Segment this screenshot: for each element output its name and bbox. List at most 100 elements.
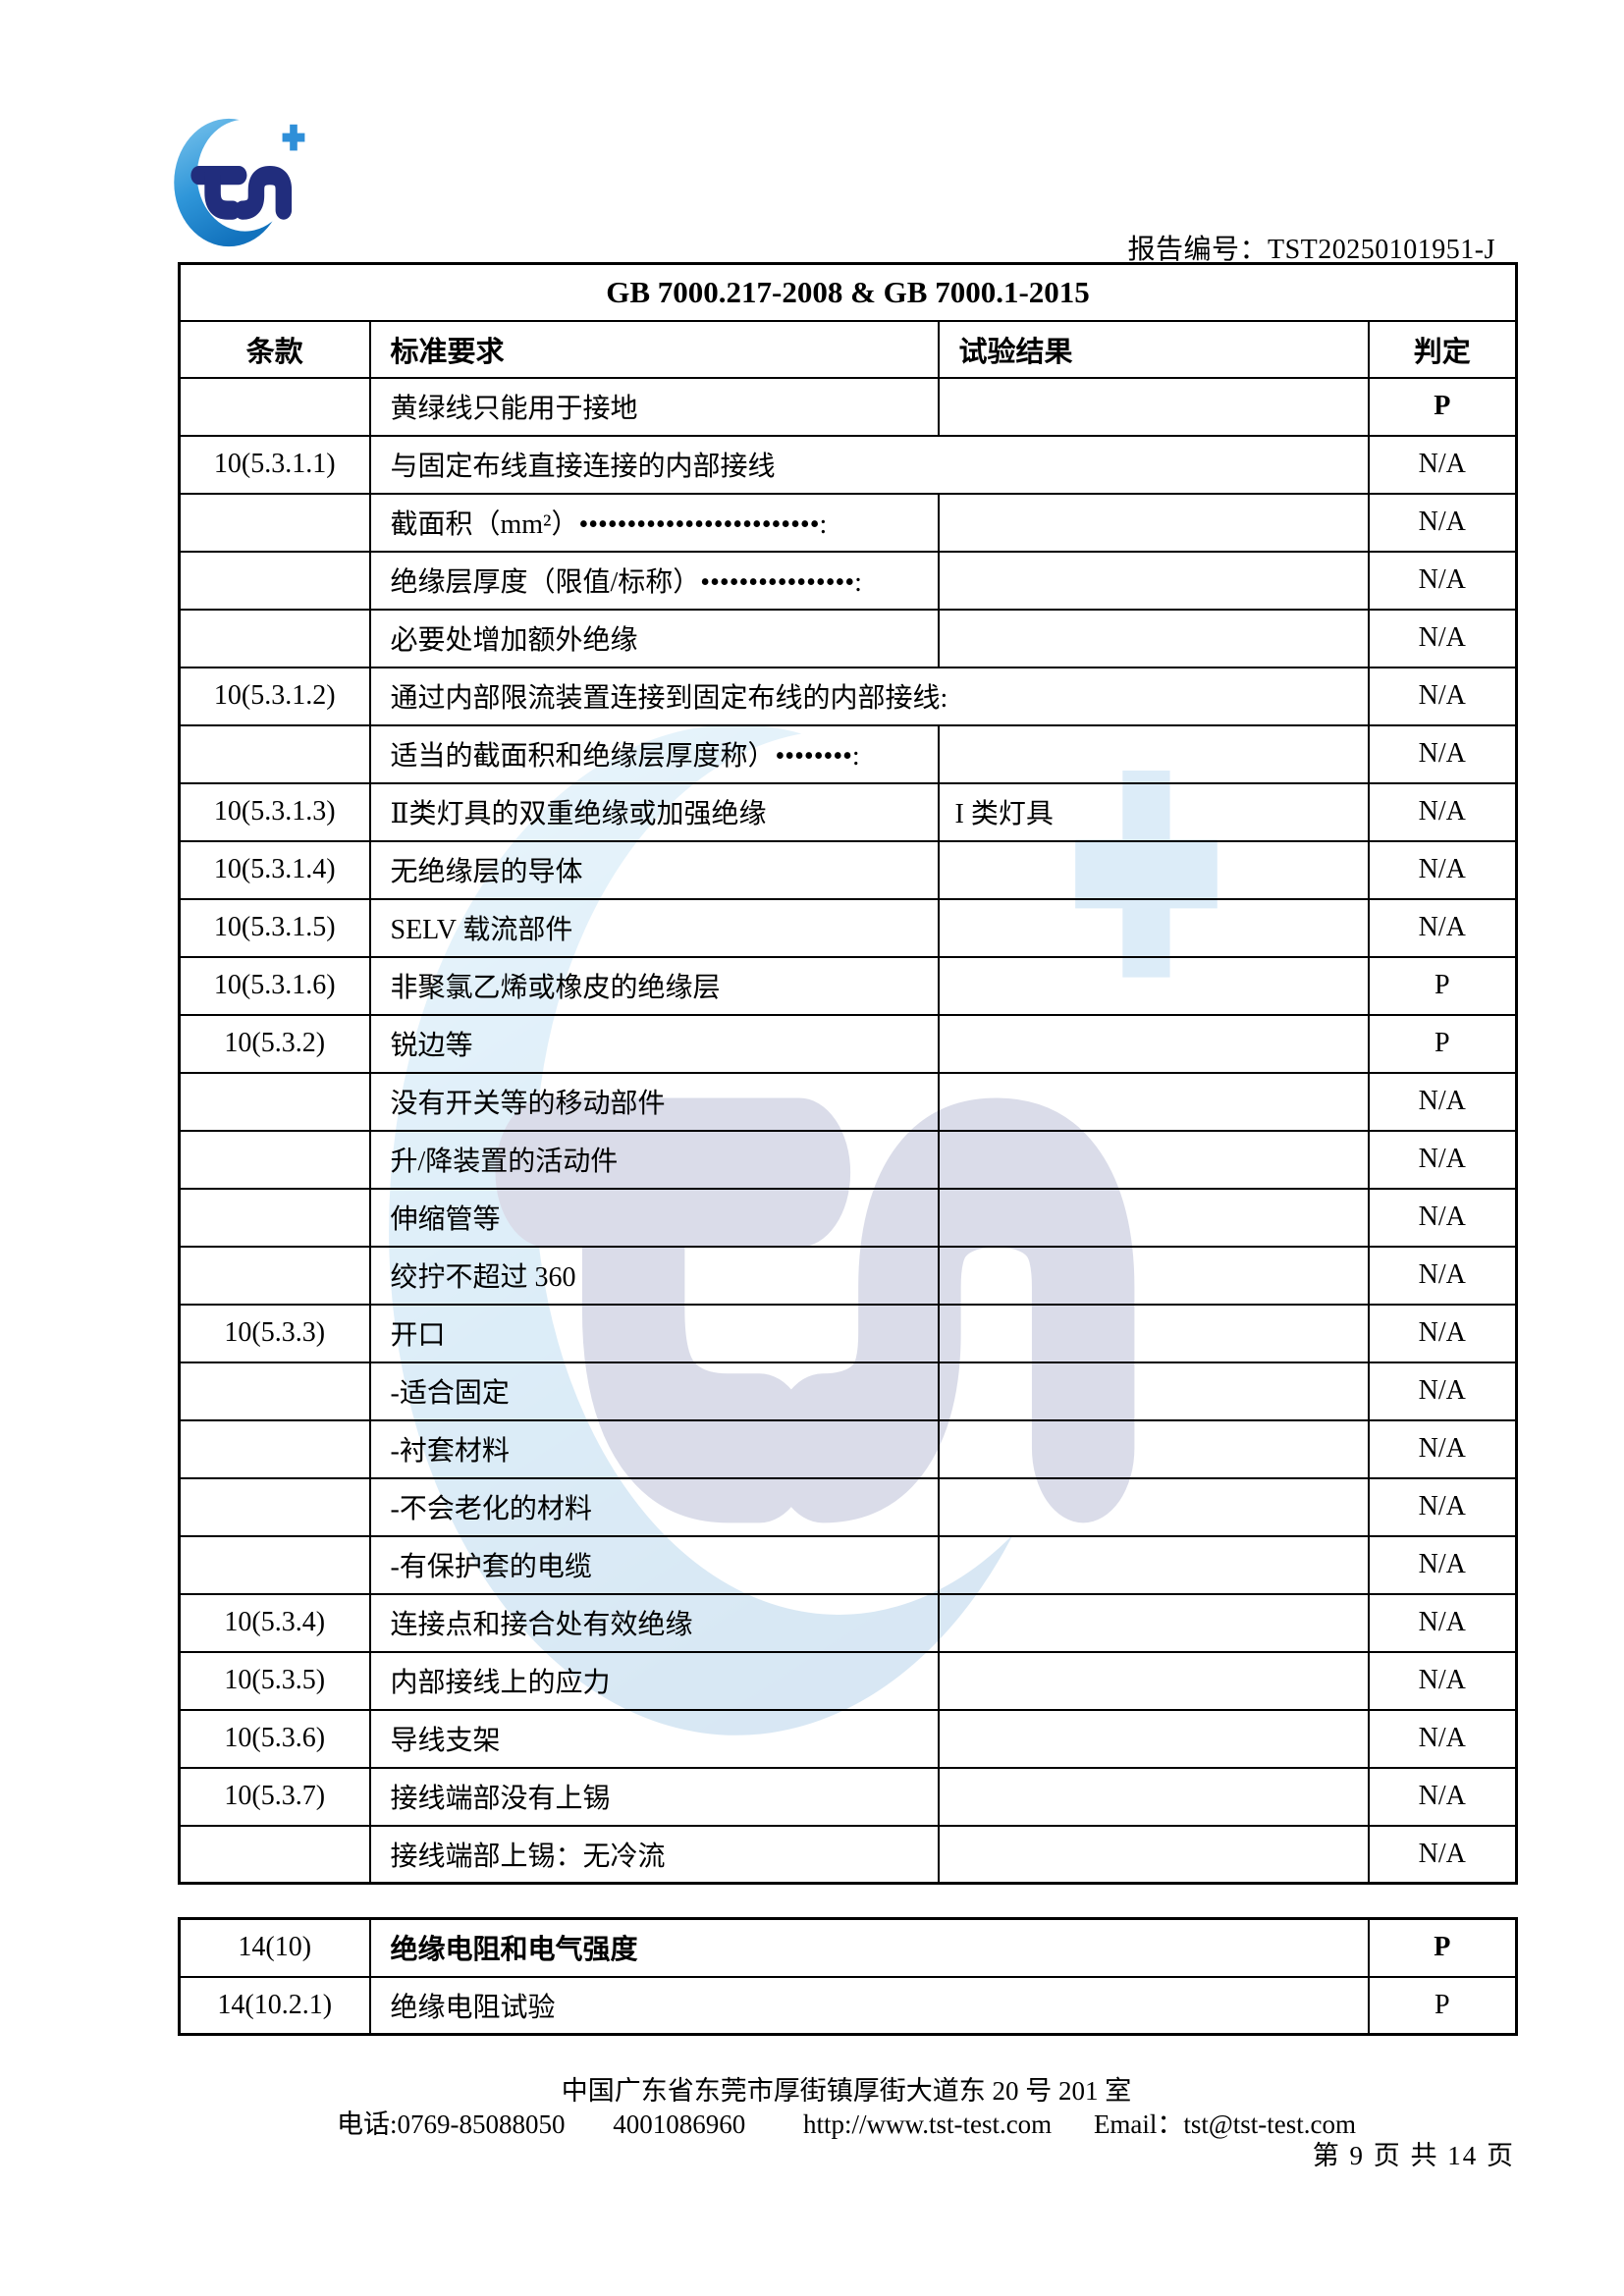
requirement-cell: 升/降装置的活动件 [368,1129,940,1190]
requirement-cell: 内部接线上的应力 [368,1650,940,1711]
requirement-cell: 绝缘电阻试验 [368,1975,1370,2036]
requirement-cell: 导线支架 [368,1708,940,1769]
clause-cell [178,1534,371,1595]
clause-cell [178,1361,371,1421]
table-row: 10(5.3.1.3) Ⅱ类灯具的双重绝缘或加强绝缘 I 类灯具 N/A [178,781,1518,842]
table-row: 升/降装置的活动件 N/A [178,1129,1518,1190]
standard-title: GB 7000.217-2008 & GB 7000.1-2015 [178,262,1518,322]
verdict-cell: N/A [1367,1187,1518,1248]
requirement-cell: 开口 [368,1303,940,1363]
table-row: 黄绿线只能用于接地 P [178,376,1518,437]
verdict-cell: N/A [1367,1071,1518,1132]
table-row: 绝缘层厚度（限值/标称）••••••••••••••••: N/A [178,550,1518,611]
test-results-table: GB 7000.217-2008 & GB 7000.1-2015 条款 标准要… [178,262,1518,1885]
result-cell [937,1476,1370,1537]
footer-email: Email：tst@tst-test.com [1093,2109,1357,2139]
requirement-cell: -不会老化的材料 [368,1476,940,1537]
requirement-cell: 没有开关等的移动部件 [368,1071,940,1132]
clause-cell: 10(5.3.6) [178,1708,371,1769]
requirement-cell: 绝缘电阻和电气强度 [368,1917,1370,1978]
verdict-cell: N/A [1367,723,1518,784]
table-row: 截面积（mm²）•••••••••••••••••••••••••: N/A [178,492,1518,553]
requirement-cell: 绞拧不超过 360 [368,1245,940,1306]
verdict-cell: N/A [1367,1303,1518,1363]
requirement-cell: 接线端部没有上锡 [368,1766,940,1827]
verdict-cell: N/A [1367,897,1518,958]
result-cell [937,955,1370,1016]
table-row: -有保护套的电缆 N/A [178,1534,1518,1595]
result-cell [937,1361,1370,1421]
table-row: 10(5.3.3) 开口 N/A [178,1303,1518,1363]
requirement-cell: 截面积（mm²）•••••••••••••••••••••••••: [368,492,940,553]
requirement-cell: 必要处增加额外绝缘 [368,608,940,668]
table-row: 10(5.3.1.1) 与固定布线直接连接的内部接线 N/A [178,434,1518,495]
clause-cell [178,1071,371,1132]
col-header-result: 试验结果 [937,319,1370,379]
footer-contacts: 电话:0769-85088050 4001086960 http://www.t… [178,2103,1515,2141]
clause-cell: 10(5.3.3) [178,1303,371,1363]
verdict-cell: P [1367,955,1518,1016]
requirement-cell: -衬套材料 [368,1418,940,1479]
clause-cell: 10(5.3.1.6) [178,955,371,1016]
clause-cell: 10(5.3.1.3) [178,781,371,842]
verdict-cell: N/A [1367,666,1518,726]
verdict-cell: N/A [1367,608,1518,668]
clause-cell [178,376,371,437]
clause-cell [178,723,371,784]
verdict-cell: N/A [1367,1476,1518,1537]
requirement-cell: 无绝缘层的导体 [368,839,940,900]
result-cell [937,1303,1370,1363]
result-cell [937,492,1370,553]
verdict-cell: N/A [1367,492,1518,553]
table-row: 没有开关等的移动部件 N/A [178,1071,1518,1132]
result-cell [937,1245,1370,1306]
table-row: 10(5.3.4) 连接点和接合处有效绝缘 N/A [178,1592,1518,1653]
requirement-cell: 绝缘层厚度（限值/标称）••••••••••••••••: [368,550,940,611]
ts-monogram-icon [190,165,293,220]
clause-cell [178,1129,371,1190]
clause-cell [178,1824,371,1885]
clause-cell: 10(5.3.1.5) [178,897,371,958]
table-row: 10(5.3.1.5) SELV 载流部件 N/A [178,897,1518,958]
clause-cell [178,608,371,668]
table-header-row: 条款 标准要求 试验结果 判定 [178,319,1518,379]
clause-cell: 10(5.3.1.2) [178,666,371,726]
result-cell [937,1824,1370,1885]
requirement-cell: -有保护套的电缆 [368,1534,940,1595]
requirement-cell: 锐边等 [368,1013,940,1074]
result-cell [937,376,1370,437]
result-cell [937,550,1370,611]
footer-hotline: 4001086960 [613,2109,746,2139]
verdict-cell: P [1367,1013,1518,1074]
verdict-cell: N/A [1367,1245,1518,1306]
clause-cell [178,1476,371,1537]
verdict-cell: N/A [1367,1766,1518,1827]
table-row: 10(5.3.1.2) 通过内部限流装置连接到固定布线的内部接线: N/A [178,666,1518,726]
requirement-cell: 连接点和接合处有效绝缘 [368,1592,940,1653]
requirement-cell: 适当的截面积和绝缘层厚度称）••••••••: [368,723,940,784]
tst-logo [174,118,305,247]
requirement-cell: Ⅱ类灯具的双重绝缘或加强绝缘 [368,781,940,842]
table-row: -衬套材料 N/A [178,1418,1518,1479]
table-row: 10(5.3.7) 接线端部没有上锡 N/A [178,1766,1518,1827]
verdict-cell: N/A [1367,1650,1518,1711]
verdict-cell: N/A [1367,781,1518,842]
table-row: 10(5.3.6) 导线支架 N/A [178,1708,1518,1769]
result-cell [937,897,1370,958]
table-row: 接线端部上锡：无冷流 N/A [178,1824,1518,1885]
result-cell [937,1708,1370,1769]
clause-cell [178,1187,371,1248]
result-cell [937,608,1370,668]
requirement-cell: 黄绿线只能用于接地 [368,376,940,437]
result-cell: I 类灯具 [937,781,1370,842]
result-cell [937,1650,1370,1711]
clause-cell: 14(10) [178,1917,371,1978]
verdict-cell: P [1367,1917,1518,1978]
result-cell [937,1418,1370,1479]
result-cell [937,1013,1370,1074]
report-number-value: TST20250101951-J [1268,235,1495,265]
requirement-cell: 伸缩管等 [368,1187,940,1248]
clause-cell: 10(5.3.4) [178,1592,371,1653]
requirement-cell: -适合固定 [368,1361,940,1421]
